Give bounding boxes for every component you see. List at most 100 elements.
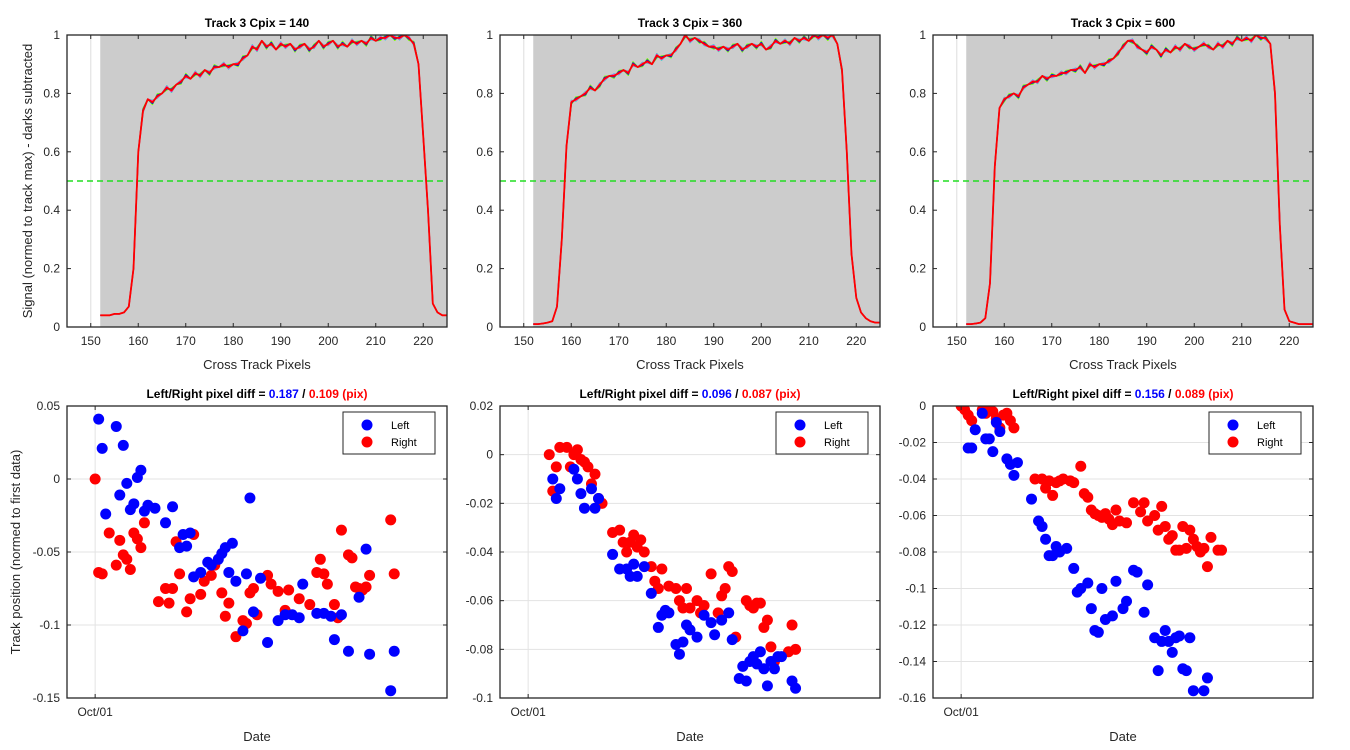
chart-title: Left/Right pixel diff = 0.156 / 0.089 (p…: [1012, 387, 1233, 401]
left-point: [1040, 533, 1052, 545]
left-point: [1180, 665, 1192, 677]
left-point: [121, 477, 133, 489]
scatter-points: [543, 441, 802, 694]
y-tick-label: -0.08: [466, 642, 494, 656]
right-point: [216, 587, 228, 599]
left-point: [1184, 632, 1196, 644]
left-point: [684, 624, 696, 636]
y-tick-label: 0.8: [909, 86, 926, 100]
y-tick-label: 0: [919, 399, 926, 413]
left-point: [114, 489, 126, 501]
position-panel-2: -0.1 -0.08 -0.06 -0.04 -0.02 0 0.02 Oct/01 Date L…: [466, 387, 881, 744]
legend-left-label: Left: [1257, 420, 1275, 432]
right-point: [318, 568, 330, 580]
left-point: [631, 570, 643, 582]
right-point: [726, 565, 738, 577]
x-tick-label: 160: [128, 334, 148, 348]
right-point: [1180, 542, 1192, 554]
left-point: [244, 492, 256, 504]
left-point: [607, 548, 619, 560]
left-point: [1152, 665, 1164, 677]
axes-box: [66, 34, 448, 328]
title-separator: /: [299, 387, 309, 401]
right-point: [1008, 422, 1020, 434]
left-point: [184, 527, 196, 539]
left-point: [160, 517, 172, 529]
position-panel-3: -0.16 -0.14 -0.12 -0.1 -0.08 -0.06 -0.04 -0.02 0…: [899, 387, 1314, 744]
left-point: [726, 634, 738, 646]
right-point: [635, 534, 647, 546]
right-point: [152, 596, 164, 608]
y-tick-label: 0.05: [37, 399, 61, 413]
left-point: [578, 502, 590, 514]
right-point: [321, 578, 333, 590]
x-tick-label: 190: [271, 334, 291, 348]
left-point: [1121, 595, 1133, 607]
right-point: [121, 553, 133, 565]
left-point: [698, 609, 710, 621]
right-point: [124, 564, 136, 576]
right-point: [1216, 544, 1228, 556]
left-point: [628, 558, 640, 570]
legend-left-marker: [361, 419, 373, 431]
left-point: [705, 617, 717, 629]
x-tick-label: 150: [947, 334, 967, 348]
left-point: [1159, 624, 1171, 636]
left-point: [195, 566, 207, 578]
y-axis-label: Track position (normed to first data): [8, 450, 23, 655]
right-point: [638, 546, 650, 558]
left-point: [117, 439, 129, 451]
legend-box: [1208, 411, 1302, 455]
right-point: [1166, 530, 1178, 542]
left-point: [364, 648, 376, 660]
y-tick-label: 0.2: [476, 262, 493, 276]
left-point: [1036, 520, 1048, 532]
right-point: [184, 593, 196, 605]
left-point: [240, 568, 252, 580]
right-point: [385, 514, 397, 526]
x-tick-label: 150: [514, 334, 534, 348]
title-separator: /: [732, 387, 742, 401]
left-point: [149, 502, 161, 514]
left-point: [293, 612, 305, 624]
left-point: [100, 508, 112, 520]
legend: Left Right: [342, 411, 436, 455]
x-tick-label: Oct/01: [943, 705, 979, 719]
left-point: [723, 607, 735, 619]
left-point: [1110, 575, 1122, 587]
chart-title: Track 3 Cpix = 360: [638, 16, 743, 30]
legend: Left Right: [775, 411, 869, 455]
x-axis-label: Date: [1109, 729, 1136, 744]
legend-box: [342, 411, 436, 455]
y-tick-label: 0.8: [476, 86, 493, 100]
right-point: [131, 533, 143, 545]
title-right-diff: 0.089 (pix): [1175, 387, 1234, 401]
right-point: [103, 527, 115, 539]
right-point: [684, 602, 696, 614]
y-tick-label: -0.16: [899, 691, 927, 705]
title-right-diff: 0.087 (pix): [742, 387, 801, 401]
y-axis-label: Signal (normed to track max) - darks sub…: [20, 44, 35, 319]
right-point: [550, 461, 562, 473]
left-point: [716, 614, 728, 626]
right-point: [614, 524, 626, 536]
left-point: [360, 543, 372, 555]
left-point: [754, 646, 766, 658]
left-point: [652, 621, 664, 633]
left-point: [1131, 566, 1143, 578]
left-point: [575, 488, 587, 500]
left-point: [1166, 646, 1178, 658]
left-point: [385, 685, 397, 697]
x-tick-label: 180: [223, 334, 243, 348]
x-tick-label: 170: [176, 334, 196, 348]
legend-right-marker: [794, 436, 806, 448]
left-point: [1008, 469, 1020, 481]
left-point: [585, 483, 597, 495]
left-point: [1026, 493, 1038, 505]
y-tick-label: -0.14: [899, 655, 927, 669]
right-point: [966, 415, 978, 427]
right-point: [304, 599, 316, 611]
y-tick-label: -0.05: [33, 545, 61, 559]
legend-box: [775, 411, 869, 455]
profile-line-5: [966, 35, 1313, 326]
